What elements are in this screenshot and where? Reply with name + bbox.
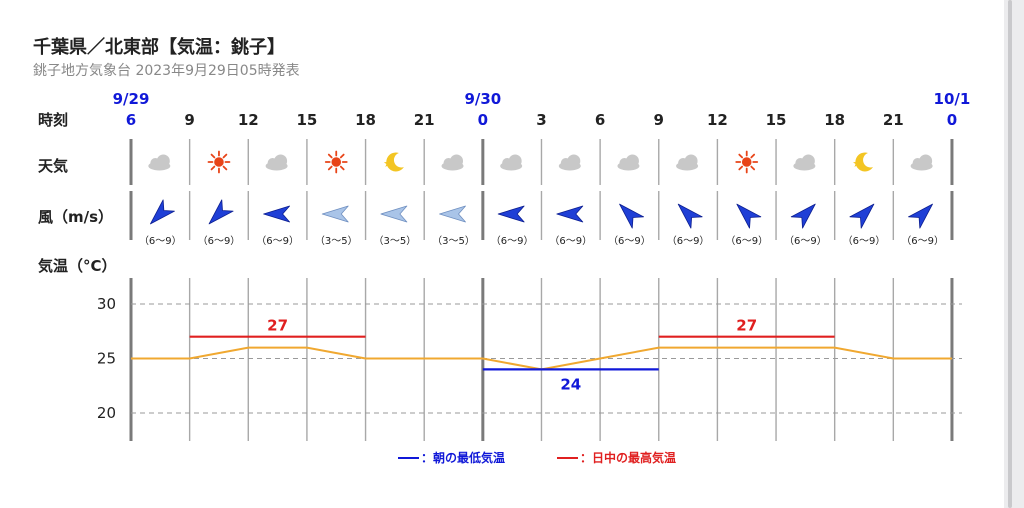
y-tick-label: 20 <box>97 404 116 422</box>
max-temp-label: 27 <box>736 317 757 335</box>
hour-label: 6 <box>595 111 605 129</box>
wind-arrow-icon <box>619 203 644 229</box>
hour-label: 9 <box>184 111 194 129</box>
wind-speed-label: （6〜9） <box>725 235 768 247</box>
legend: ：朝の最低気温 ：日中の最高気温 <box>398 450 676 465</box>
hour-label: 12 <box>238 111 259 129</box>
weather-icons <box>148 150 933 174</box>
wind-arrow-icon <box>849 203 875 229</box>
wind-arrow-icon <box>908 203 933 229</box>
min-temp-label: 24 <box>560 375 581 393</box>
cloud-icon <box>500 154 523 171</box>
hour-label: 6 <box>126 111 136 129</box>
hour-label: 18 <box>824 111 845 129</box>
moon-icon <box>853 152 873 172</box>
wind-speed-label: （6〜9） <box>198 235 241 247</box>
scrollbar[interactable] <box>1004 0 1024 508</box>
date-label: 9/30 <box>464 90 501 108</box>
time-row-label: 時刻 <box>38 111 68 129</box>
wind-speed-label: （6〜9） <box>139 235 182 247</box>
wind-row-label: 風（m/s） <box>38 208 113 226</box>
wind-speed-label: （6〜9） <box>608 235 651 247</box>
cloud-icon <box>676 154 699 171</box>
temp-row-label: 気温（°C） <box>38 257 117 275</box>
scrollbar-thumb[interactable] <box>1008 0 1012 508</box>
cloud-icon <box>793 154 816 171</box>
hour-label: 9 <box>654 111 664 129</box>
wind-speed-label: （6〜9） <box>256 235 299 247</box>
cloud-icon <box>558 154 581 171</box>
sun-icon <box>735 150 759 174</box>
wind-arrow-icon <box>556 205 584 223</box>
wind-speed-label: （6〜9） <box>784 235 827 247</box>
hour-label: 3 <box>536 111 546 129</box>
wind-speed-label: （6〜9） <box>901 235 944 247</box>
sun-icon <box>324 150 348 174</box>
wind-arrow-icon <box>321 205 349 223</box>
page-subtitle: 銚子地方気象台 2023年9月29日05時発表 <box>33 63 300 79</box>
cloud-icon <box>148 154 171 171</box>
wind-arrow-icon <box>150 199 175 225</box>
wind-arrow-icon <box>790 203 816 229</box>
y-tick-label: 30 <box>97 295 116 313</box>
hour-label: 18 <box>355 111 376 129</box>
hour-label: 21 <box>883 111 904 129</box>
hour-labels: 6 9 12 15 18 21 0 3 6 9 12 15 18 21 0 <box>126 111 957 129</box>
page-title: 千葉県／北東部【気温：銚子】 <box>33 37 285 58</box>
cloud-icon <box>441 154 464 171</box>
date-label: 9/29 <box>113 90 150 108</box>
wind-row: （6〜9） （6〜9） （6〜9） （3〜5） （3〜5） （3〜5） （6〜9） （6〜9）… <box>139 199 944 247</box>
hour-label: 12 <box>707 111 728 129</box>
wind-speed-label: （6〜9） <box>549 235 592 247</box>
sun-icon <box>207 150 231 174</box>
wind-speed-label: （3〜5） <box>432 235 475 247</box>
max-temp-label: 27 <box>267 317 288 335</box>
date-label: 10/1 <box>934 90 971 108</box>
hour-label: 15 <box>296 111 317 129</box>
legend-max-label: ：日中の最高気温 <box>580 450 676 465</box>
y-tick-label: 25 <box>97 350 116 368</box>
grid-lines <box>129 139 954 441</box>
moon-icon <box>383 152 404 172</box>
cloud-icon <box>910 154 933 171</box>
wind-speed-label: （6〜9） <box>667 235 710 247</box>
wind-arrow-icon <box>380 205 408 223</box>
hour-label: 0 <box>478 111 488 129</box>
wind-arrow-icon <box>439 205 466 223</box>
wind-arrow-icon <box>208 199 234 225</box>
wind-speed-label: （3〜5） <box>374 235 417 247</box>
wind-speed-label: （6〜9） <box>843 235 886 247</box>
date-labels: 9/29 9/30 10/1 <box>113 90 971 108</box>
cloud-icon <box>265 154 288 171</box>
wind-arrow-icon <box>497 205 525 223</box>
wind-arrow-icon <box>677 203 703 229</box>
legend-min-label: ：朝の最低気温 <box>421 450 505 465</box>
hour-label: 21 <box>414 111 435 129</box>
hour-label: 15 <box>766 111 787 129</box>
cloud-icon <box>617 154 640 171</box>
wind-arrow-icon <box>736 203 762 229</box>
wind-speed-label: （6〜9） <box>491 235 534 247</box>
hour-label: 0 <box>947 111 957 129</box>
weather-row-label: 天気 <box>38 157 68 175</box>
wind-arrow-icon <box>263 205 291 223</box>
temperature-chart: 20 25 30 27 24 27 <box>97 295 962 422</box>
wind-speed-label: （3〜5） <box>315 235 358 247</box>
